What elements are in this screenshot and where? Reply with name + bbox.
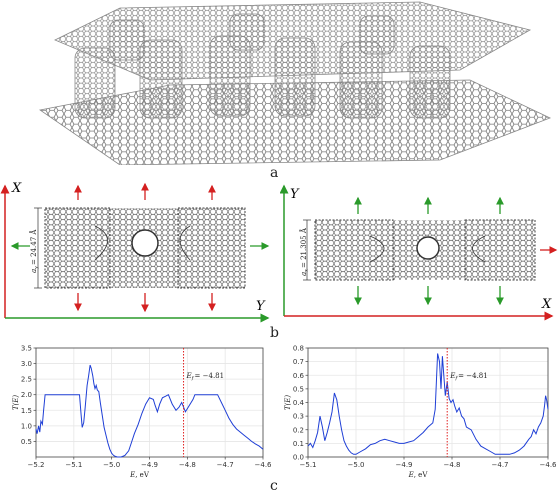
x-axis-label: E, eV xyxy=(408,471,429,479)
x-tick-label: −5.1 xyxy=(300,461,317,469)
y-tick-label: 0.8 xyxy=(293,345,304,353)
x-tick-label: −4.8 xyxy=(179,461,196,469)
x-tick-label: −4.7 xyxy=(217,461,234,469)
transmission-chart-right: −5.1 −5.0 −4.9 −4.8 −4.7 −4.6 0.0 0.1 0.2 0.3 0.4 0… xyxy=(284,345,558,480)
y-tick-label: 0.5 xyxy=(21,438,32,446)
y-tick-label: 0.0 xyxy=(293,454,304,462)
fermi-level-label: Ef= −4.81 xyxy=(449,372,488,382)
x-tick-label: −4.7 xyxy=(492,461,509,469)
x-tick-label: −5.0 xyxy=(103,461,120,469)
y-axis-label: T(E) xyxy=(284,395,292,411)
dimension-left: ay= 24.47 Å xyxy=(29,229,40,273)
y-tick-label: 0.2 xyxy=(293,426,304,434)
y-tick-label: 0.1 xyxy=(293,440,304,448)
dimension-right: ax= 21.305 Å xyxy=(299,227,310,276)
y-tick-label: 2.5 xyxy=(21,376,32,384)
x-tick-label: −5.0 xyxy=(348,461,365,469)
panel-b-right-structure: ax= 21.305 Å Y X xyxy=(280,184,558,321)
y-tick-label: 3.0 xyxy=(21,360,32,368)
x-axis-label: E, eV xyxy=(129,471,150,479)
x-tick-label: −4.8 xyxy=(444,461,461,469)
x-tick-label: −5.2 xyxy=(28,461,45,469)
x-tick-label: −4.9 xyxy=(396,461,413,469)
panel-label-c: c xyxy=(270,478,278,494)
x-tick-label: −4.9 xyxy=(141,461,158,469)
y-tick-label: 0.4 xyxy=(293,399,305,407)
y-tick-label: 1.0 xyxy=(21,422,32,430)
y-tick-label: 3.5 xyxy=(21,345,32,353)
y-tick-label: 0.3 xyxy=(293,413,304,421)
axis-label-y-right: Y xyxy=(290,187,300,202)
panel-b-left-structure: ay= 24.47 Å X Y xyxy=(0,181,270,323)
y-tick-label: 2.0 xyxy=(21,391,32,399)
y-tick-label: 0.6 xyxy=(293,372,305,380)
panel-label-a: a xyxy=(270,165,279,181)
x-tick-label: −4.6 xyxy=(540,461,558,469)
axis-label-y-left: Y xyxy=(256,299,266,314)
y-axis-label: T(E) xyxy=(12,395,20,411)
axis-label-x-right: X xyxy=(541,297,552,312)
panel-a-lattice-figure xyxy=(38,1,552,165)
x-tick-label: −4.6 xyxy=(255,461,273,469)
panel-label-b: b xyxy=(270,325,279,341)
fermi-level-label: Ef= −4.81 xyxy=(186,372,225,382)
y-tick-label: 1.5 xyxy=(21,407,32,415)
y-tick-label: 0.7 xyxy=(293,358,304,366)
axis-label-x-left: X xyxy=(11,181,22,196)
x-tick-label: −5.1 xyxy=(65,461,82,469)
y-tick-label: 0.5 xyxy=(293,385,304,393)
transmission-curve xyxy=(307,353,549,455)
transmission-curve xyxy=(35,364,264,458)
transmission-chart-left: −5.2 −5.1 −5.0 −4.9 −4.8 −4.7 −4.6 0.5 1.0 1.5 2.0… xyxy=(12,345,273,480)
